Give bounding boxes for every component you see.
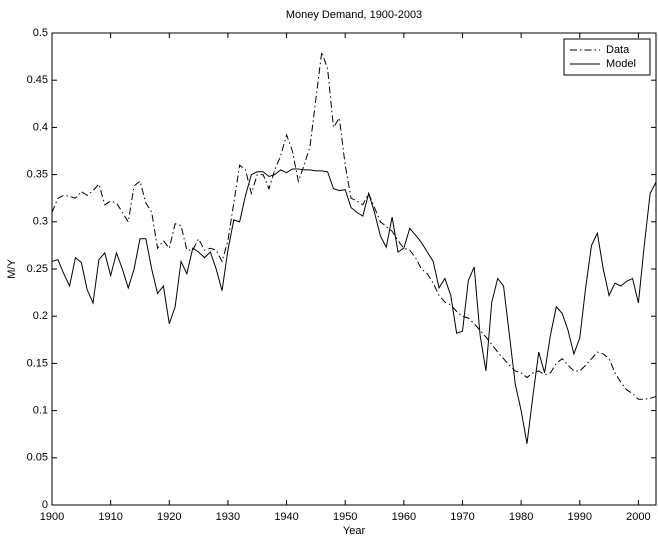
x-tick-label: 1940 [274, 511, 298, 523]
y-tick-label: 0 [42, 499, 48, 511]
y-tick-label: 0.05 [27, 452, 48, 464]
y-tick-label: 0.4 [33, 121, 48, 133]
x-tick-label: 1980 [509, 511, 533, 523]
y-axis-label: M/Y [6, 259, 18, 279]
legend-box [563, 38, 651, 76]
plot-area [51, 32, 657, 506]
chart-title: Money Demand, 1900-2003 [286, 9, 422, 21]
x-tick-label: 1920 [157, 511, 181, 523]
y-tick-label: 0.45 [27, 74, 48, 86]
x-tick-label: 1910 [98, 511, 122, 523]
y-tick-label: 0.15 [27, 357, 48, 369]
series-line [51, 51, 657, 400]
x-tick-label: 1950 [333, 511, 357, 523]
y-tick-label: 0.1 [33, 405, 48, 417]
x-axis-label: Year [343, 525, 366, 537]
y-tick-label: 0.5 [33, 27, 48, 39]
x-tick-label: 1900 [40, 511, 64, 523]
x-tick-label: 1990 [568, 511, 592, 523]
y-tick-label: 0.35 [27, 169, 48, 181]
y-tick-label: 0.3 [33, 216, 48, 228]
x-tick-label: 1960 [392, 511, 416, 523]
legend-label: Data [606, 44, 630, 56]
x-tick-label: 1970 [450, 511, 474, 523]
y-tick-label: 0.25 [27, 263, 48, 275]
x-tick-label: 2000 [626, 511, 650, 523]
y-tick-label: 0.2 [33, 310, 48, 322]
legend-label: Model [606, 58, 636, 70]
x-tick-label: 1930 [216, 511, 240, 523]
series-line [51, 168, 657, 444]
